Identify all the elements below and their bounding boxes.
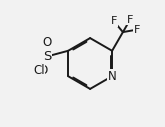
Text: F: F <box>127 15 133 25</box>
Text: N: N <box>108 70 116 83</box>
Text: F: F <box>133 25 140 35</box>
Text: S: S <box>43 50 51 63</box>
Text: O: O <box>38 64 48 77</box>
Text: O: O <box>43 36 52 49</box>
Text: Cl: Cl <box>33 64 45 77</box>
Text: F: F <box>111 16 117 26</box>
